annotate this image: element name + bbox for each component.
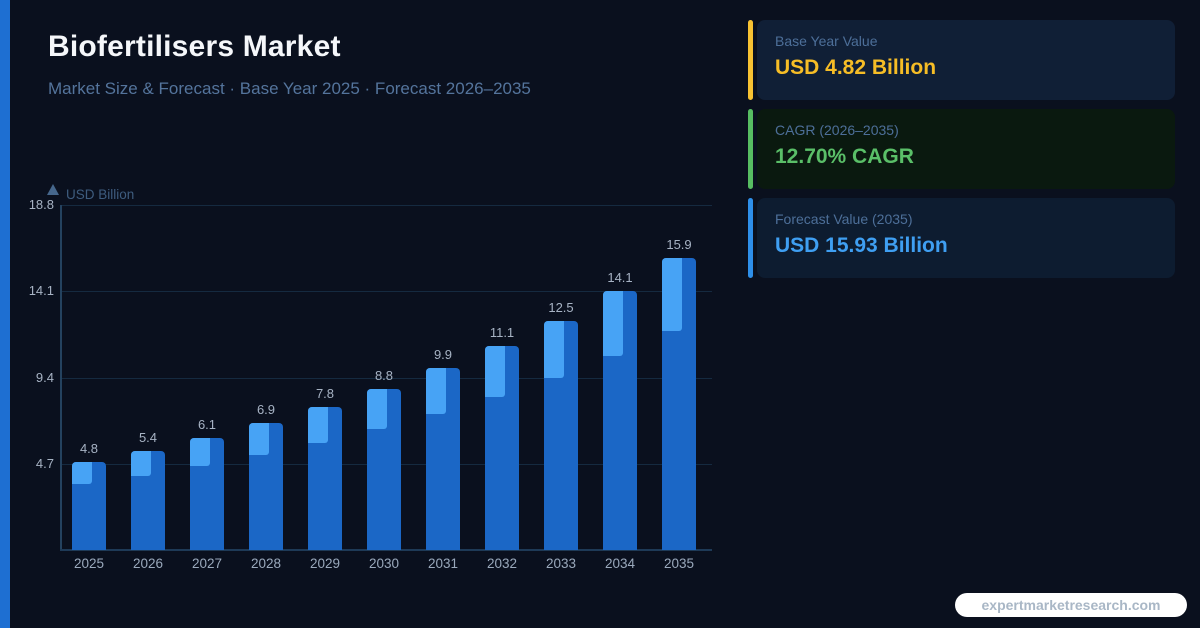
card-accent-stripe bbox=[748, 109, 753, 189]
card-accent-stripe bbox=[748, 20, 753, 100]
card-value: USD 15.93 Billion bbox=[775, 234, 948, 257]
website-badge-label: expertmarketresearch.com bbox=[981, 597, 1161, 613]
bar-accent-2029 bbox=[308, 406, 328, 443]
bar-value-label: 11.1 bbox=[489, 325, 515, 341]
x-axis bbox=[60, 549, 712, 551]
card-label: Base Year Value bbox=[775, 33, 878, 49]
bar-2035[interactable] bbox=[662, 258, 696, 550]
y-axis-tick-label: 18.8 bbox=[28, 197, 54, 212]
page-subtitle: Market Size & Forecast · Base Year 2025 … bbox=[48, 79, 531, 98]
bar-2030[interactable] bbox=[367, 388, 401, 550]
x-axis-label-2029: 2029 bbox=[309, 556, 341, 571]
card-label: CAGR (2026–2035) bbox=[775, 122, 899, 138]
y-axis-tick-label: 14.1 bbox=[28, 283, 54, 299]
y-axis-arrow-icon bbox=[47, 184, 59, 195]
card-accent-stripe bbox=[748, 198, 753, 278]
bar-accent-2035 bbox=[662, 258, 682, 332]
bar-accent-2028 bbox=[249, 423, 269, 456]
x-axis-label-2033: 2033 bbox=[545, 556, 577, 571]
card-value: 12.70% CAGR bbox=[775, 145, 914, 168]
bar-value-label: 12.5 bbox=[548, 299, 574, 315]
bar-2029[interactable] bbox=[308, 406, 342, 550]
website-badge[interactable]: expertmarketresearch.com bbox=[955, 593, 1187, 617]
x-axis-label-2025: 2025 bbox=[73, 556, 105, 571]
bar-value-label: 5.4 bbox=[138, 429, 158, 445]
gridline-9.4 bbox=[60, 377, 712, 379]
card-body: CAGR (2026–2035) 12.70% CAGR bbox=[757, 109, 1175, 189]
bar-accent-2027 bbox=[190, 438, 210, 467]
bar-value-label: 9.9 bbox=[433, 347, 453, 363]
y-axis-tick-label: 9.4 bbox=[35, 369, 54, 385]
bar-2027[interactable] bbox=[190, 438, 224, 550]
bar-accent-2033 bbox=[544, 320, 564, 378]
bar-accent-2032 bbox=[485, 346, 505, 398]
x-axis-label-2026: 2026 bbox=[132, 556, 164, 571]
page-title: Biofertilisers Market bbox=[48, 30, 341, 63]
bar-2025[interactable] bbox=[72, 461, 106, 550]
x-axis-label-2028: 2028 bbox=[250, 556, 282, 571]
x-axis-label-2035: 2035 bbox=[663, 556, 695, 571]
gridline-14.1 bbox=[60, 291, 712, 293]
y-axis-unit-label: USD Billion bbox=[66, 187, 135, 202]
market-bar-chart: 4.7 9.4 14.1 18.8 USD Billion 4.8 2025 5.4 2026 6… bbox=[28, 184, 712, 571]
card-label: Forecast Value (2035) bbox=[775, 211, 913, 227]
stat-card-forecast-value: Forecast Value (2035) USD 15.93 Billion bbox=[745, 198, 1175, 278]
bar-accent-2025 bbox=[72, 461, 92, 484]
bar-2031[interactable] bbox=[426, 368, 460, 550]
bar-accent-2026 bbox=[131, 450, 151, 476]
bar-accent-2031 bbox=[426, 368, 446, 414]
gridline-18.8 bbox=[60, 205, 712, 206]
x-axis-label-2031: 2031 bbox=[427, 556, 459, 571]
header: Biofertilisers Market Market Size & Fore… bbox=[48, 30, 531, 99]
x-axis-label-2034: 2034 bbox=[604, 556, 636, 571]
bar-accent-2030 bbox=[367, 388, 387, 429]
bar-value-label: 7.8 bbox=[315, 385, 335, 401]
bar-value-label: 8.8 bbox=[374, 367, 394, 383]
bar-2032[interactable] bbox=[485, 346, 519, 550]
y-axis bbox=[60, 205, 62, 550]
bar-value-label: 15.9 bbox=[666, 237, 692, 253]
y-axis-tick-label: 4.7 bbox=[35, 455, 54, 471]
stat-cards: Base Year Value USD 4.82 Billion CAGR (202… bbox=[745, 20, 1175, 287]
bar-value-label: 6.9 bbox=[256, 402, 276, 418]
bar-2033[interactable] bbox=[544, 320, 578, 550]
left-accent-stripe bbox=[0, 0, 10, 628]
card-body: Base Year Value USD 4.82 Billion bbox=[757, 20, 1175, 100]
bar-2026[interactable] bbox=[131, 450, 165, 550]
card-body: Forecast Value (2035) USD 15.93 Billion bbox=[757, 198, 1175, 278]
bar-accent-2034 bbox=[603, 291, 623, 356]
x-axis-label-2030: 2030 bbox=[368, 556, 400, 571]
bar-2028[interactable] bbox=[249, 423, 283, 550]
stat-card-cagr: CAGR (2026–2035) 12.70% CAGR bbox=[745, 109, 1175, 189]
bar-value-label: 4.8 bbox=[79, 440, 99, 456]
stat-card-base-year-value: Base Year Value USD 4.82 Billion bbox=[745, 20, 1175, 100]
bar-value-label: 14.1 bbox=[607, 270, 633, 286]
bar-2034[interactable] bbox=[603, 291, 637, 551]
card-value: USD 4.82 Billion bbox=[775, 56, 937, 79]
x-axis-label-2032: 2032 bbox=[486, 556, 518, 571]
bar-value-label: 6.1 bbox=[197, 417, 217, 433]
x-axis-label-2027: 2027 bbox=[191, 556, 223, 571]
